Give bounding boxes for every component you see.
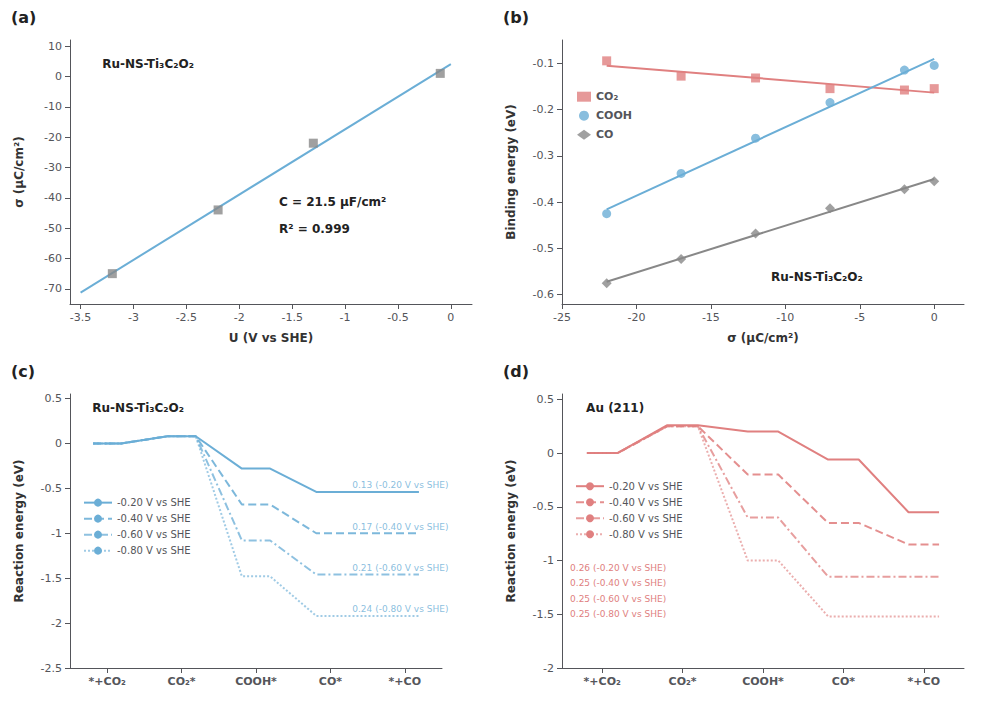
svg-text:-3: -3 bbox=[128, 311, 139, 324]
svg-text:*+CO₂: *+CO₂ bbox=[584, 675, 621, 688]
svg-text:Ru-NS-Ti₃C₂O₂: Ru-NS-Ti₃C₂O₂ bbox=[92, 401, 184, 415]
svg-text:CO₂: CO₂ bbox=[596, 90, 618, 103]
svg-text:Au (211): Au (211) bbox=[586, 401, 644, 415]
svg-text:-1.5: -1.5 bbox=[533, 608, 554, 621]
svg-text:-0.2: -0.2 bbox=[533, 103, 554, 116]
svg-text:*+CO: *+CO bbox=[389, 675, 421, 688]
svg-text:-10: -10 bbox=[44, 100, 62, 113]
svg-text:-60: -60 bbox=[44, 252, 62, 265]
svg-text:-25: -25 bbox=[553, 311, 571, 324]
svg-text:-1: -1 bbox=[51, 527, 62, 540]
svg-text:0.25 (-0.40 V vs SHE): 0.25 (-0.40 V vs SHE) bbox=[570, 578, 666, 588]
svg-text:-0.5: -0.5 bbox=[387, 311, 408, 324]
svg-text:-2: -2 bbox=[51, 617, 62, 630]
svg-text:-1.5: -1.5 bbox=[281, 311, 302, 324]
svg-text:0: 0 bbox=[55, 70, 62, 83]
svg-text:-0.5: -0.5 bbox=[41, 482, 62, 495]
svg-text:-0.60 V vs SHE: -0.60 V vs SHE bbox=[609, 513, 683, 524]
svg-text:CO₂*: CO₂* bbox=[168, 675, 196, 688]
svg-text:0.24 (-0.80 V vs SHE): 0.24 (-0.80 V vs SHE) bbox=[352, 604, 448, 614]
svg-text:0: 0 bbox=[547, 447, 554, 460]
svg-text:σ (μC/cm²): σ (μC/cm²) bbox=[12, 136, 26, 207]
svg-text:0: 0 bbox=[931, 311, 938, 324]
svg-text:-0.4: -0.4 bbox=[533, 196, 554, 209]
svg-text:CO: CO bbox=[596, 128, 613, 141]
svg-text:-2.5: -2.5 bbox=[176, 311, 197, 324]
svg-text:0.17 (-0.40 V vs SHE): 0.17 (-0.40 V vs SHE) bbox=[352, 522, 448, 532]
svg-text:-2: -2 bbox=[234, 311, 245, 324]
svg-text:0.21 (-0.60 V vs SHE): 0.21 (-0.60 V vs SHE) bbox=[352, 563, 448, 573]
svg-text:-0.40 V vs SHE: -0.40 V vs SHE bbox=[609, 497, 683, 508]
svg-text:-1.5: -1.5 bbox=[41, 572, 62, 585]
svg-text:0: 0 bbox=[447, 311, 454, 324]
svg-text:-70: -70 bbox=[44, 282, 62, 295]
svg-text:-3.5: -3.5 bbox=[70, 311, 91, 324]
svg-text:-0.6: -0.6 bbox=[533, 288, 554, 301]
svg-text:0.5: 0.5 bbox=[537, 393, 555, 406]
svg-text:-0.80 V vs SHE: -0.80 V vs SHE bbox=[117, 545, 191, 556]
svg-text:R² = 0.999: R² = 0.999 bbox=[279, 222, 350, 236]
svg-text:Ru-NS-Ti₃C₂O₂: Ru-NS-Ti₃C₂O₂ bbox=[771, 270, 863, 284]
svg-text:-15: -15 bbox=[702, 311, 720, 324]
svg-text:COOH*: COOH* bbox=[235, 675, 277, 688]
svg-text:CO*: CO* bbox=[832, 675, 855, 688]
svg-text:Reaction energy (eV): Reaction energy (eV) bbox=[504, 459, 518, 602]
svg-text:C = 21.5 μF/cm²: C = 21.5 μF/cm² bbox=[279, 195, 386, 209]
svg-text:COOH: COOH bbox=[596, 109, 632, 122]
svg-text:-0.80 V vs SHE: -0.80 V vs SHE bbox=[609, 529, 683, 540]
svg-text:-5: -5 bbox=[854, 311, 865, 324]
svg-text:-20: -20 bbox=[44, 131, 62, 144]
svg-text:0.5: 0.5 bbox=[45, 392, 63, 405]
svg-text:0.26 (-0.20 V vs SHE): 0.26 (-0.20 V vs SHE) bbox=[570, 563, 666, 573]
svg-text:-0.40 V vs SHE: -0.40 V vs SHE bbox=[117, 513, 191, 524]
svg-text:-0.1: -0.1 bbox=[533, 57, 554, 70]
svg-text:CO₂*: CO₂* bbox=[669, 675, 697, 688]
svg-text:Ru-NS-Ti₃C₂O₂: Ru-NS-Ti₃C₂O₂ bbox=[102, 57, 194, 71]
svg-text:*+CO₂: *+CO₂ bbox=[89, 675, 126, 688]
svg-text:(c): (c) bbox=[11, 362, 35, 381]
svg-text:-0.20 V vs SHE: -0.20 V vs SHE bbox=[117, 497, 191, 508]
svg-text:0.25 (-0.60 V vs SHE): 0.25 (-0.60 V vs SHE) bbox=[570, 594, 666, 604]
svg-text:(a): (a) bbox=[11, 8, 36, 27]
svg-text:Binding energy (eV): Binding energy (eV) bbox=[504, 104, 518, 240]
svg-text:(b): (b) bbox=[503, 8, 529, 27]
svg-text:-1: -1 bbox=[543, 554, 554, 567]
svg-text:0: 0 bbox=[55, 437, 62, 450]
svg-text:-1: -1 bbox=[340, 311, 351, 324]
svg-text:-0.5: -0.5 bbox=[533, 242, 554, 255]
svg-text:0.25 (-0.80 V vs SHE): 0.25 (-0.80 V vs SHE) bbox=[570, 609, 666, 619]
svg-text:-0.5: -0.5 bbox=[533, 500, 554, 513]
svg-text:10: 10 bbox=[48, 40, 62, 53]
svg-text:-2.5: -2.5 bbox=[41, 662, 62, 675]
svg-text:-0.60 V vs SHE: -0.60 V vs SHE bbox=[117, 529, 191, 540]
svg-text:-2: -2 bbox=[543, 662, 554, 675]
svg-text:CO*: CO* bbox=[319, 675, 342, 688]
svg-text:Reaction energy (eV): Reaction energy (eV) bbox=[12, 459, 26, 602]
svg-text:-20: -20 bbox=[627, 311, 645, 324]
svg-text:-30: -30 bbox=[44, 161, 62, 174]
svg-text:U (V vs SHE): U (V vs SHE) bbox=[229, 331, 313, 345]
svg-text:COOH*: COOH* bbox=[742, 675, 784, 688]
svg-text:(d): (d) bbox=[503, 362, 529, 381]
svg-text:-0.3: -0.3 bbox=[533, 149, 554, 162]
svg-text:*+CO: *+CO bbox=[908, 675, 940, 688]
svg-text:σ (μC/cm²): σ (μC/cm²) bbox=[727, 331, 798, 345]
svg-text:-40: -40 bbox=[44, 191, 62, 204]
svg-text:-50: -50 bbox=[44, 222, 62, 235]
svg-text:-0.20 V vs SHE: -0.20 V vs SHE bbox=[609, 481, 683, 492]
svg-text:0.13 (-0.20 V vs SHE): 0.13 (-0.20 V vs SHE) bbox=[352, 480, 448, 490]
svg-text:-10: -10 bbox=[776, 311, 794, 324]
